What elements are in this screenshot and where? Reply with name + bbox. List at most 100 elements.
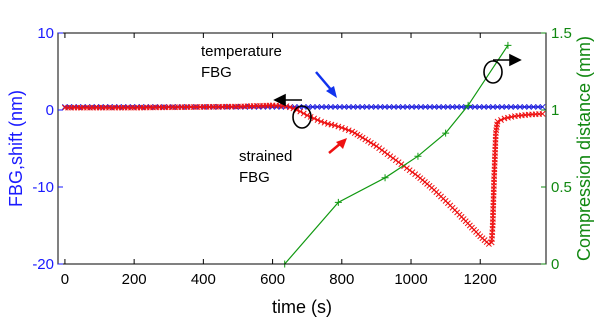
data-point <box>350 103 357 110</box>
data-point <box>471 103 478 110</box>
data-point <box>404 103 411 110</box>
series-line <box>284 44 509 265</box>
data-point <box>323 103 330 110</box>
data-point <box>395 159 402 166</box>
data-point <box>422 103 429 110</box>
strained-label-line2: FBG <box>239 169 270 186</box>
data-point <box>435 103 442 110</box>
data-point <box>342 126 349 132</box>
data-point <box>309 103 316 110</box>
data-point <box>381 149 388 156</box>
right-axis-pointer-icon <box>483 53 522 84</box>
y-right-axis-title: Compression distance (mm) <box>574 36 594 261</box>
data-point <box>297 108 304 115</box>
data-point <box>508 113 515 120</box>
data-point <box>403 165 410 172</box>
red-arrow-icon <box>328 138 347 154</box>
data-point <box>458 103 465 110</box>
data-point <box>539 110 546 117</box>
data-point <box>392 157 399 164</box>
data-point <box>499 103 505 110</box>
series-layer <box>61 41 546 268</box>
data-point <box>368 103 375 110</box>
data-point <box>377 103 384 110</box>
plot-frame <box>57 32 547 265</box>
data-point <box>354 103 361 110</box>
data-point <box>328 121 335 128</box>
x-tick-label: 800 <box>329 271 354 288</box>
data-point <box>311 115 318 122</box>
y-left-tick-label: -10 <box>32 179 54 196</box>
data-point <box>345 103 352 110</box>
ticks-layer: 0 200 400 600 800 1000 1200 10 0 -10 -20 1.5 1 0.5 0 <box>32 25 572 288</box>
data-point <box>494 118 501 125</box>
data-point <box>335 123 342 130</box>
y-right-tick-label: 0 <box>551 256 559 273</box>
series-1 <box>61 102 546 247</box>
data-point <box>390 103 397 110</box>
x-axis-title: time (s) <box>272 297 332 317</box>
data-point <box>129 103 136 110</box>
left-axis-pointer-icon <box>273 93 312 129</box>
data-point <box>293 107 300 113</box>
data-point <box>539 103 546 110</box>
data-point <box>431 103 438 110</box>
y-right-tick-label: 0.5 <box>551 179 572 196</box>
data-point <box>498 117 504 123</box>
y-left-axis-title: FBG,shift (nm) <box>6 90 26 207</box>
data-point <box>384 151 391 158</box>
data-point <box>334 198 342 206</box>
data-point <box>464 101 472 109</box>
data-point <box>345 127 352 134</box>
data-point <box>362 136 369 143</box>
data-point <box>476 103 483 110</box>
data-point <box>325 120 331 127</box>
temperature-label-line1: temperature <box>201 43 282 60</box>
y-left-tick-label: 10 <box>37 25 54 42</box>
data-point <box>481 103 487 110</box>
y-right-tick-label: 1 <box>551 102 559 119</box>
data-point <box>367 139 374 146</box>
data-point <box>526 103 532 110</box>
y-left-tick-label: -20 <box>32 256 54 273</box>
data-point <box>521 103 528 110</box>
temperature-label-line2: FBG <box>201 64 232 81</box>
data-point <box>365 138 372 145</box>
x-tick-label: 600 <box>260 271 285 288</box>
data-point <box>504 114 511 121</box>
x-tick-label: 200 <box>122 271 147 288</box>
data-point <box>490 103 496 110</box>
data-point <box>503 103 510 110</box>
data-point <box>444 103 451 110</box>
data-point <box>426 103 433 110</box>
data-point <box>386 103 393 110</box>
data-point <box>381 174 389 182</box>
y-right-tick-label: 1.5 <box>551 25 572 42</box>
data-point <box>406 167 413 174</box>
data-point <box>300 110 307 117</box>
data-point <box>327 103 334 110</box>
y-left-tick-label: 0 <box>46 102 54 119</box>
data-point <box>449 103 456 110</box>
data-point <box>414 152 422 160</box>
blue-arrow-icon <box>315 71 337 98</box>
x-tick-label: 1200 <box>464 271 497 288</box>
data-point <box>336 103 343 110</box>
data-point <box>376 145 383 152</box>
data-point <box>304 112 311 119</box>
data-point <box>485 241 492 247</box>
data-point <box>373 143 380 150</box>
data-point <box>494 103 501 110</box>
x-tick-label: 1000 <box>394 271 427 288</box>
x-tick-label: 400 <box>191 271 216 288</box>
data-point <box>508 103 514 110</box>
data-point <box>331 122 338 129</box>
data-point <box>395 103 402 110</box>
data-point <box>370 141 377 148</box>
data-point <box>318 103 325 110</box>
data-point <box>305 103 312 110</box>
data-point <box>501 115 508 122</box>
series-line <box>64 104 543 245</box>
data-point <box>318 118 324 125</box>
